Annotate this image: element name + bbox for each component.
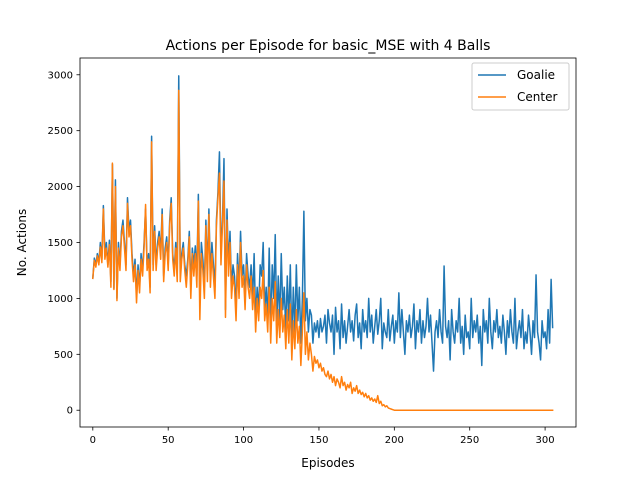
y-tick-label: 2000 <box>48 182 73 193</box>
series-layer <box>91 75 554 411</box>
x-tick-label: 0 <box>90 435 96 446</box>
y-tick-label: 2500 <box>48 126 73 137</box>
y-tick-label: 1500 <box>48 238 73 249</box>
x-tick-label: 50 <box>162 435 175 446</box>
legend-label-center: Center <box>517 90 557 104</box>
chart-title: Actions per Episode for basic_MSE with 4… <box>166 38 491 54</box>
x-tick-label: 300 <box>536 435 555 446</box>
y-axis-label: No. Actions <box>15 209 29 277</box>
x-tick-label: 100 <box>234 435 253 446</box>
y-tick-label: 1000 <box>48 294 73 305</box>
axes-layer: 0 50 100 150 200 250 3000500100015002000250030… <box>48 57 577 446</box>
x-axis-label: Episodes <box>301 456 354 470</box>
x-tick-label: 200 <box>385 435 404 446</box>
legend-label-goalie: Goalie <box>517 68 555 82</box>
y-tick-label: 500 <box>54 350 73 361</box>
series-line-center <box>91 89 554 411</box>
x-tick-label: 150 <box>309 435 328 446</box>
legend: Goalie Center <box>471 62 570 111</box>
y-tick-label: 3000 <box>48 70 73 81</box>
x-tick-label: 250 <box>460 435 479 446</box>
y-tick-label: 0 <box>67 406 73 417</box>
